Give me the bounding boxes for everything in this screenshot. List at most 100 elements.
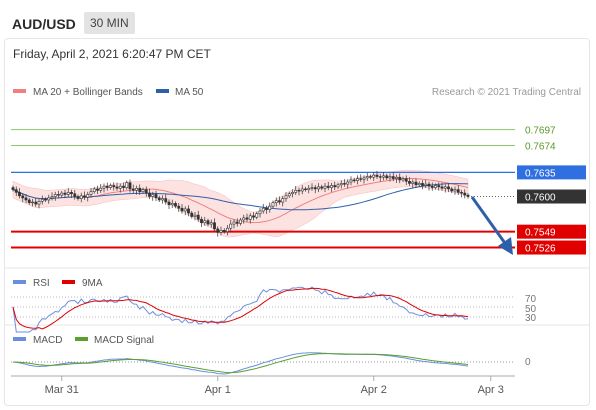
candle-body [330, 185, 333, 188]
candle-body [18, 192, 21, 197]
rsi-ma-legend-label: 9MA [82, 278, 103, 289]
candle-body [131, 188, 135, 191]
candle-body [307, 187, 311, 190]
candle-body [135, 187, 138, 191]
macd-line [12, 352, 469, 375]
candle-body [50, 196, 54, 199]
candle-body [310, 187, 314, 189]
candle-body [21, 195, 25, 199]
ma20-legend-swatch [13, 89, 26, 93]
candle-body [128, 182, 132, 190]
candle-body [112, 185, 116, 188]
candle-body [79, 195, 83, 199]
candle-body [203, 220, 207, 224]
candle-body [317, 186, 320, 190]
candle-body [300, 188, 304, 192]
candle-body [60, 192, 64, 196]
candle-body [174, 203, 177, 207]
candle-body [430, 185, 434, 188]
candle-body [352, 179, 356, 182]
candle-body [265, 207, 268, 210]
candle-body [427, 183, 431, 187]
last-price-label: 0.7600 [525, 193, 556, 204]
candle-body [281, 198, 285, 203]
candle-body [385, 175, 389, 179]
rsi-tick-50: 50 [525, 304, 537, 315]
candle-body [183, 208, 187, 212]
pivot-label-bg [517, 165, 586, 180]
candle-body [47, 197, 51, 201]
candle-body [346, 181, 350, 185]
candle-body [336, 184, 340, 188]
candle-body [252, 215, 255, 218]
candle-body [73, 193, 77, 197]
candle-body [304, 188, 307, 191]
forecast-arrow-head [498, 237, 513, 255]
candle-body [369, 176, 372, 178]
candle-body [27, 199, 31, 204]
candle-body [148, 192, 151, 197]
candle-body [320, 186, 324, 189]
candle-body [193, 214, 197, 217]
candle-body [31, 201, 34, 204]
rsi-ma-line [12, 287, 469, 330]
support-label-bg [517, 224, 586, 239]
candle-body [447, 186, 450, 190]
candle-body [417, 183, 421, 186]
candle-body [122, 185, 125, 188]
candle-body [434, 185, 437, 188]
candle-body [141, 189, 145, 192]
chart-frame [4, 38, 590, 406]
rsi-legend-label: RSI [33, 278, 50, 289]
candle-body [177, 205, 181, 209]
candle-body [245, 217, 249, 220]
candle-body [268, 205, 272, 210]
candle-body [57, 194, 60, 196]
candle-body [362, 177, 366, 180]
candle-body [118, 185, 122, 189]
candle-body [375, 174, 379, 177]
macd-signal-legend-label: MACD Signal [94, 335, 154, 346]
candles [11, 170, 470, 237]
candle-body [99, 187, 103, 191]
candle-body [323, 185, 327, 189]
candle-body [187, 208, 190, 214]
candle-body [138, 187, 142, 192]
candle-body [66, 192, 70, 195]
candle-body [391, 176, 395, 179]
candle-body [388, 176, 392, 179]
candle-body [63, 192, 67, 195]
candle-body [463, 192, 467, 196]
candle-body [343, 183, 346, 185]
candle-body [196, 214, 200, 220]
candle-body [313, 187, 317, 190]
candle-body [89, 191, 93, 195]
candle-body [284, 195, 288, 199]
candle-body [190, 212, 194, 217]
candle-body [261, 207, 265, 212]
macd-tick-0: 0 [525, 357, 531, 368]
candle-body [40, 198, 44, 202]
candle-body [408, 181, 411, 184]
candle-body [37, 201, 41, 205]
candle-body [14, 189, 18, 193]
candle-body [414, 181, 418, 186]
candle-body [287, 193, 291, 197]
x-axis: Mar 31 Apr 1 Apr 2 Apr 3 [11, 375, 515, 396]
candle-body [125, 182, 129, 188]
candle-body [219, 229, 223, 233]
candle-body [456, 189, 460, 193]
candle-body [53, 194, 57, 197]
candle-body [440, 186, 444, 189]
candle-body [443, 186, 447, 189]
candle-body [382, 175, 385, 178]
candle-body [164, 198, 168, 203]
ma50-legend-label: MA 50 [175, 87, 204, 98]
candle-body [34, 201, 38, 205]
candle-body [200, 218, 203, 224]
timeframe-badge[interactable]: 30 MIN [84, 12, 135, 34]
support-label: 0.7549 [525, 228, 556, 239]
candle-body [157, 197, 161, 201]
candle-body [401, 178, 405, 181]
